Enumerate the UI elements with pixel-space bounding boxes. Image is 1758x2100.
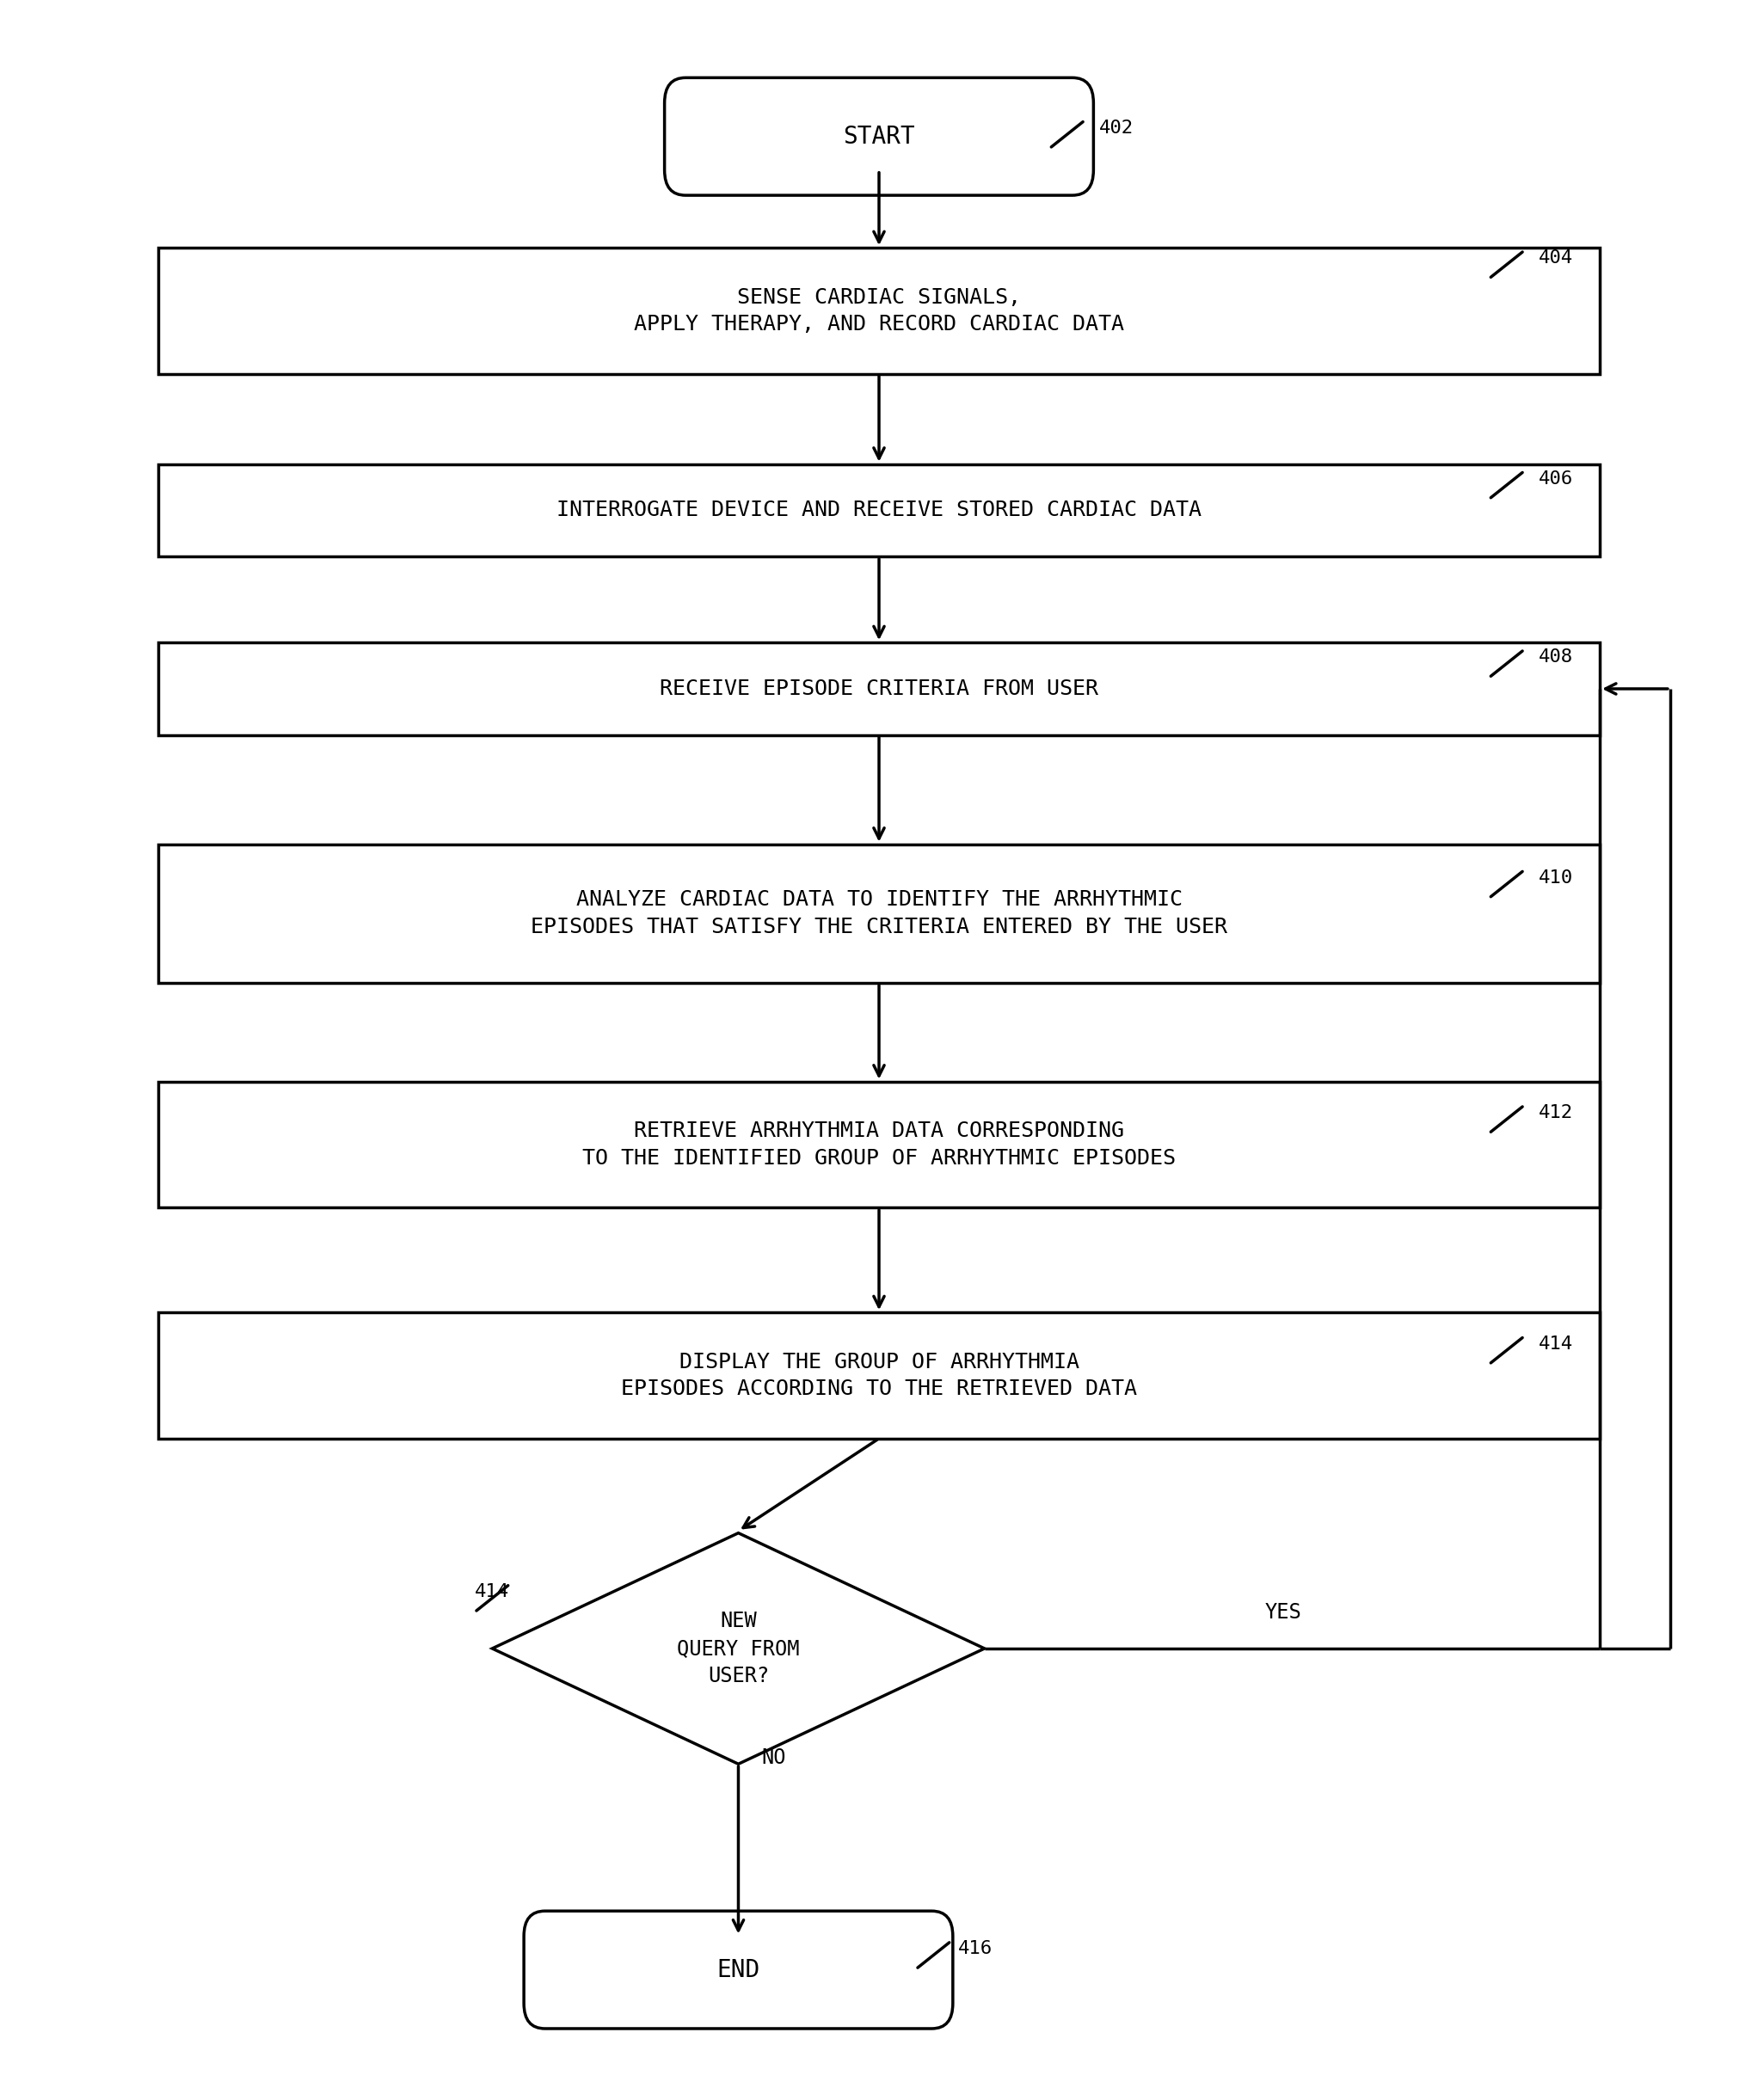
Bar <box>158 464 1600 556</box>
Text: INTERROGATE DEVICE AND RECEIVE STORED CARDIAC DATA: INTERROGATE DEVICE AND RECEIVE STORED CA… <box>557 500 1201 521</box>
Bar <box>158 844 1600 983</box>
Text: START: START <box>844 124 914 149</box>
Text: DISPLAY THE GROUP OF ARRHYTHMIA
EPISODES ACCORDING TO THE RETRIEVED DATA: DISPLAY THE GROUP OF ARRHYTHMIA EPISODES… <box>621 1352 1137 1399</box>
Text: 408: 408 <box>1538 649 1573 666</box>
Text: NO: NO <box>761 1747 786 1768</box>
Text: ANALYZE CARDIAC DATA TO IDENTIFY THE ARRHYTHMIC
EPISODES THAT SATISFY THE CRITER: ANALYZE CARDIAC DATA TO IDENTIFY THE ARR… <box>531 890 1227 937</box>
Text: 410: 410 <box>1538 869 1573 886</box>
Text: 414: 414 <box>475 1583 510 1600</box>
Text: SENSE CARDIAC SIGNALS,
APPLY THERAPY, AND RECORD CARDIAC DATA: SENSE CARDIAC SIGNALS, APPLY THERAPY, AN… <box>635 288 1123 334</box>
Text: YES: YES <box>1266 1602 1301 1623</box>
Text: 406: 406 <box>1538 470 1573 487</box>
Text: END: END <box>717 1957 759 1982</box>
FancyBboxPatch shape <box>665 78 1093 195</box>
Text: NEW
QUERY FROM
USER?: NEW QUERY FROM USER? <box>677 1611 800 1686</box>
Bar <box>158 248 1600 374</box>
Text: 402: 402 <box>1099 120 1134 137</box>
Text: 414: 414 <box>1538 1336 1573 1352</box>
Text: 416: 416 <box>958 1940 993 1957</box>
Polygon shape <box>492 1533 984 1764</box>
Bar <box>158 1082 1600 1208</box>
Bar <box>158 643 1600 735</box>
FancyBboxPatch shape <box>524 1911 953 2029</box>
Text: 404: 404 <box>1538 250 1573 267</box>
Text: 412: 412 <box>1538 1105 1573 1121</box>
Text: RECEIVE EPISODE CRITERIA FROM USER: RECEIVE EPISODE CRITERIA FROM USER <box>659 678 1099 699</box>
Bar <box>158 1312 1600 1439</box>
Text: RETRIEVE ARRHYTHMIA DATA CORRESPONDING
TO THE IDENTIFIED GROUP OF ARRHYTHMIC EPI: RETRIEVE ARRHYTHMIA DATA CORRESPONDING T… <box>582 1121 1176 1168</box>
